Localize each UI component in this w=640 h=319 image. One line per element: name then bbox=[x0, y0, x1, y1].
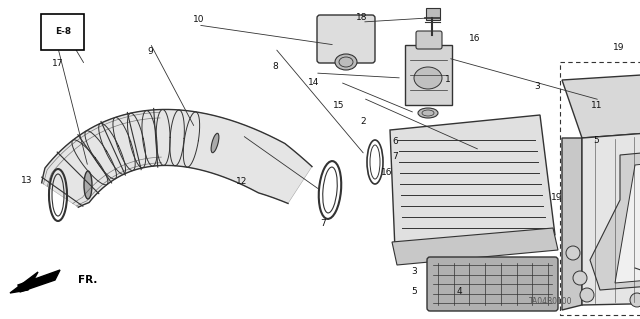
Text: FR.: FR. bbox=[78, 275, 97, 285]
Circle shape bbox=[580, 288, 594, 302]
Text: 16: 16 bbox=[469, 34, 481, 43]
Polygon shape bbox=[582, 120, 640, 305]
Text: 6: 6 bbox=[392, 137, 397, 146]
Polygon shape bbox=[405, 45, 452, 105]
Text: 12: 12 bbox=[236, 177, 248, 186]
Text: 8: 8 bbox=[273, 63, 278, 71]
Text: 14: 14 bbox=[308, 78, 319, 87]
Polygon shape bbox=[42, 109, 312, 207]
Polygon shape bbox=[392, 228, 558, 265]
Polygon shape bbox=[590, 140, 640, 290]
Polygon shape bbox=[615, 150, 640, 283]
Polygon shape bbox=[18, 270, 60, 292]
Text: E-8: E-8 bbox=[54, 27, 71, 36]
Ellipse shape bbox=[211, 133, 219, 153]
Circle shape bbox=[630, 293, 640, 307]
Text: 15: 15 bbox=[333, 101, 345, 110]
Ellipse shape bbox=[335, 54, 357, 70]
Text: 4: 4 bbox=[457, 287, 462, 296]
Text: 5: 5 bbox=[594, 136, 599, 145]
Text: TA04B0100: TA04B0100 bbox=[529, 297, 572, 306]
Text: 19: 19 bbox=[612, 43, 624, 52]
FancyBboxPatch shape bbox=[426, 8, 440, 20]
Text: 9: 9 bbox=[148, 47, 153, 56]
Ellipse shape bbox=[414, 67, 442, 89]
Ellipse shape bbox=[418, 108, 438, 118]
Text: 17: 17 bbox=[52, 59, 63, 68]
Text: 19: 19 bbox=[551, 193, 563, 202]
Text: 1: 1 bbox=[445, 75, 451, 84]
Ellipse shape bbox=[84, 171, 92, 199]
Circle shape bbox=[573, 271, 587, 285]
Text: 2: 2 bbox=[360, 117, 365, 126]
FancyBboxPatch shape bbox=[416, 31, 442, 49]
Polygon shape bbox=[562, 138, 582, 310]
Text: 5: 5 bbox=[412, 287, 417, 296]
Text: 7: 7 bbox=[392, 152, 397, 161]
Text: 16: 16 bbox=[381, 168, 392, 177]
Text: 3: 3 bbox=[412, 267, 417, 276]
Polygon shape bbox=[562, 65, 640, 138]
Text: 13: 13 bbox=[21, 176, 33, 185]
Text: 10: 10 bbox=[193, 15, 204, 24]
FancyBboxPatch shape bbox=[427, 257, 558, 311]
Text: 11: 11 bbox=[591, 101, 602, 110]
Text: 3: 3 bbox=[535, 82, 540, 91]
Polygon shape bbox=[390, 115, 555, 250]
FancyBboxPatch shape bbox=[317, 15, 375, 63]
Circle shape bbox=[566, 246, 580, 260]
Polygon shape bbox=[10, 272, 38, 293]
Text: 18: 18 bbox=[356, 13, 367, 22]
Text: 7: 7 bbox=[321, 219, 326, 228]
